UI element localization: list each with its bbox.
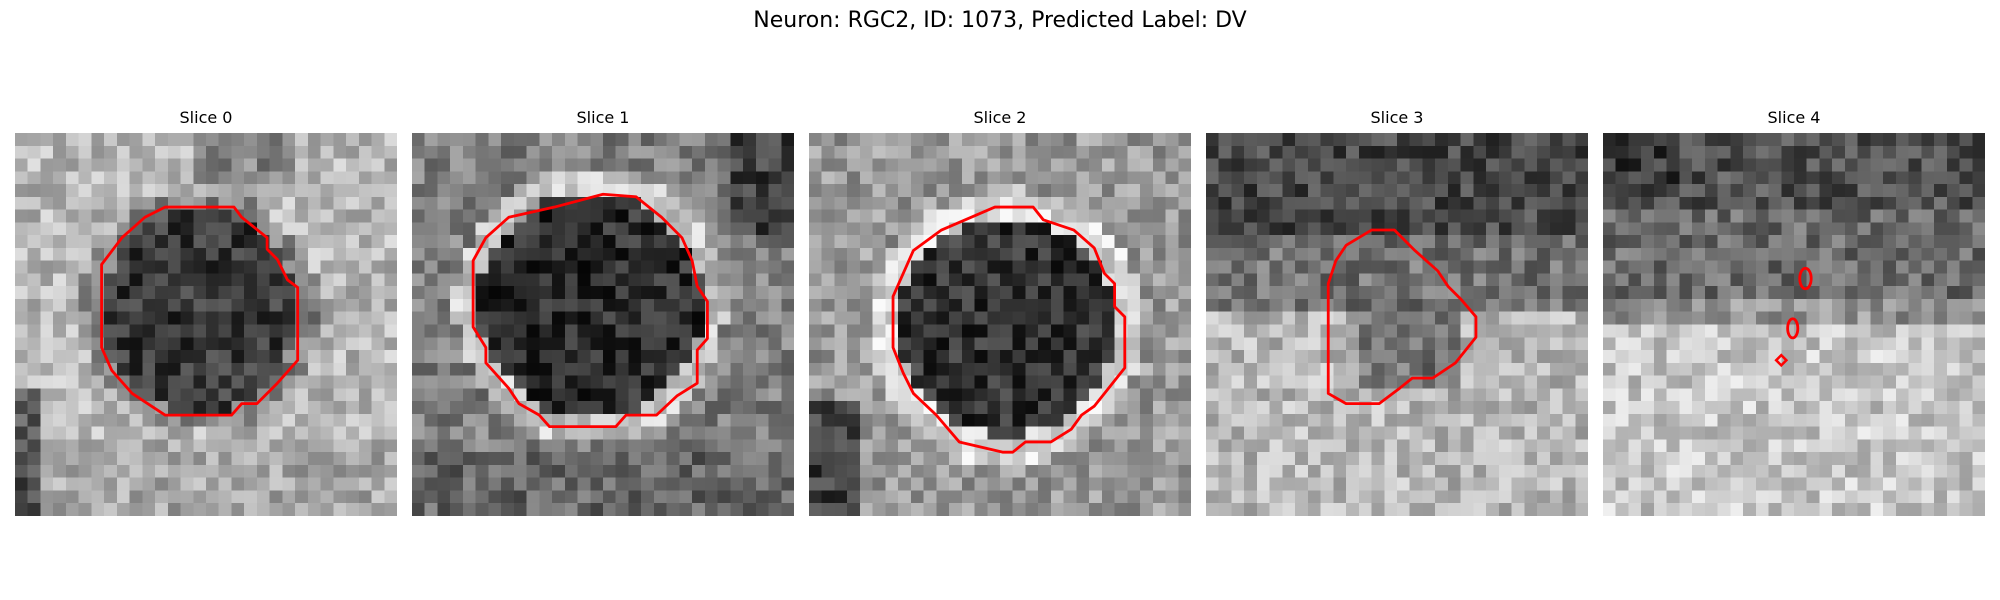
slice-image-1 [412,133,794,516]
slice-panel-0: Slice 0 [15,107,397,516]
slice-image-0 [15,133,397,516]
slice-image-4 [1603,133,1985,516]
micrograph-texture [809,133,1191,516]
slice-title-4: Slice 4 [1767,108,1821,127]
slice-title-2: Slice 2 [973,108,1027,127]
micrograph-texture [1206,133,1588,516]
segmentation-contour [891,205,1127,454]
micrograph-texture [15,133,397,516]
micrograph-texture [1603,133,1985,516]
segmentation-contour [471,192,709,429]
slice-panel-2: Slice 2 [809,107,1191,516]
segmentation-contour [100,205,300,417]
slice-title-3: Slice 3 [1370,108,1424,127]
figure-title: Neuron: RGC2, ID: 1073, Predicted Label:… [753,8,1247,33]
slice-title-1: Slice 1 [576,108,630,127]
slice-panel-4: Slice 4 [1603,107,1985,516]
segmentation-contour [1326,228,1478,406]
slice-image-3 [1206,133,1588,516]
slice-image-2 [809,133,1191,516]
micrograph-texture [412,133,794,516]
slice-panel-3: Slice 3 [1206,107,1588,516]
slice-title-0: Slice 0 [179,108,233,127]
segmentation-contour-upper [1798,266,1813,291]
segmentation-contour-lower [1774,353,1789,368]
segmentation-contour-middle [1786,317,1800,340]
slice-panel-1: Slice 1 [412,107,794,516]
